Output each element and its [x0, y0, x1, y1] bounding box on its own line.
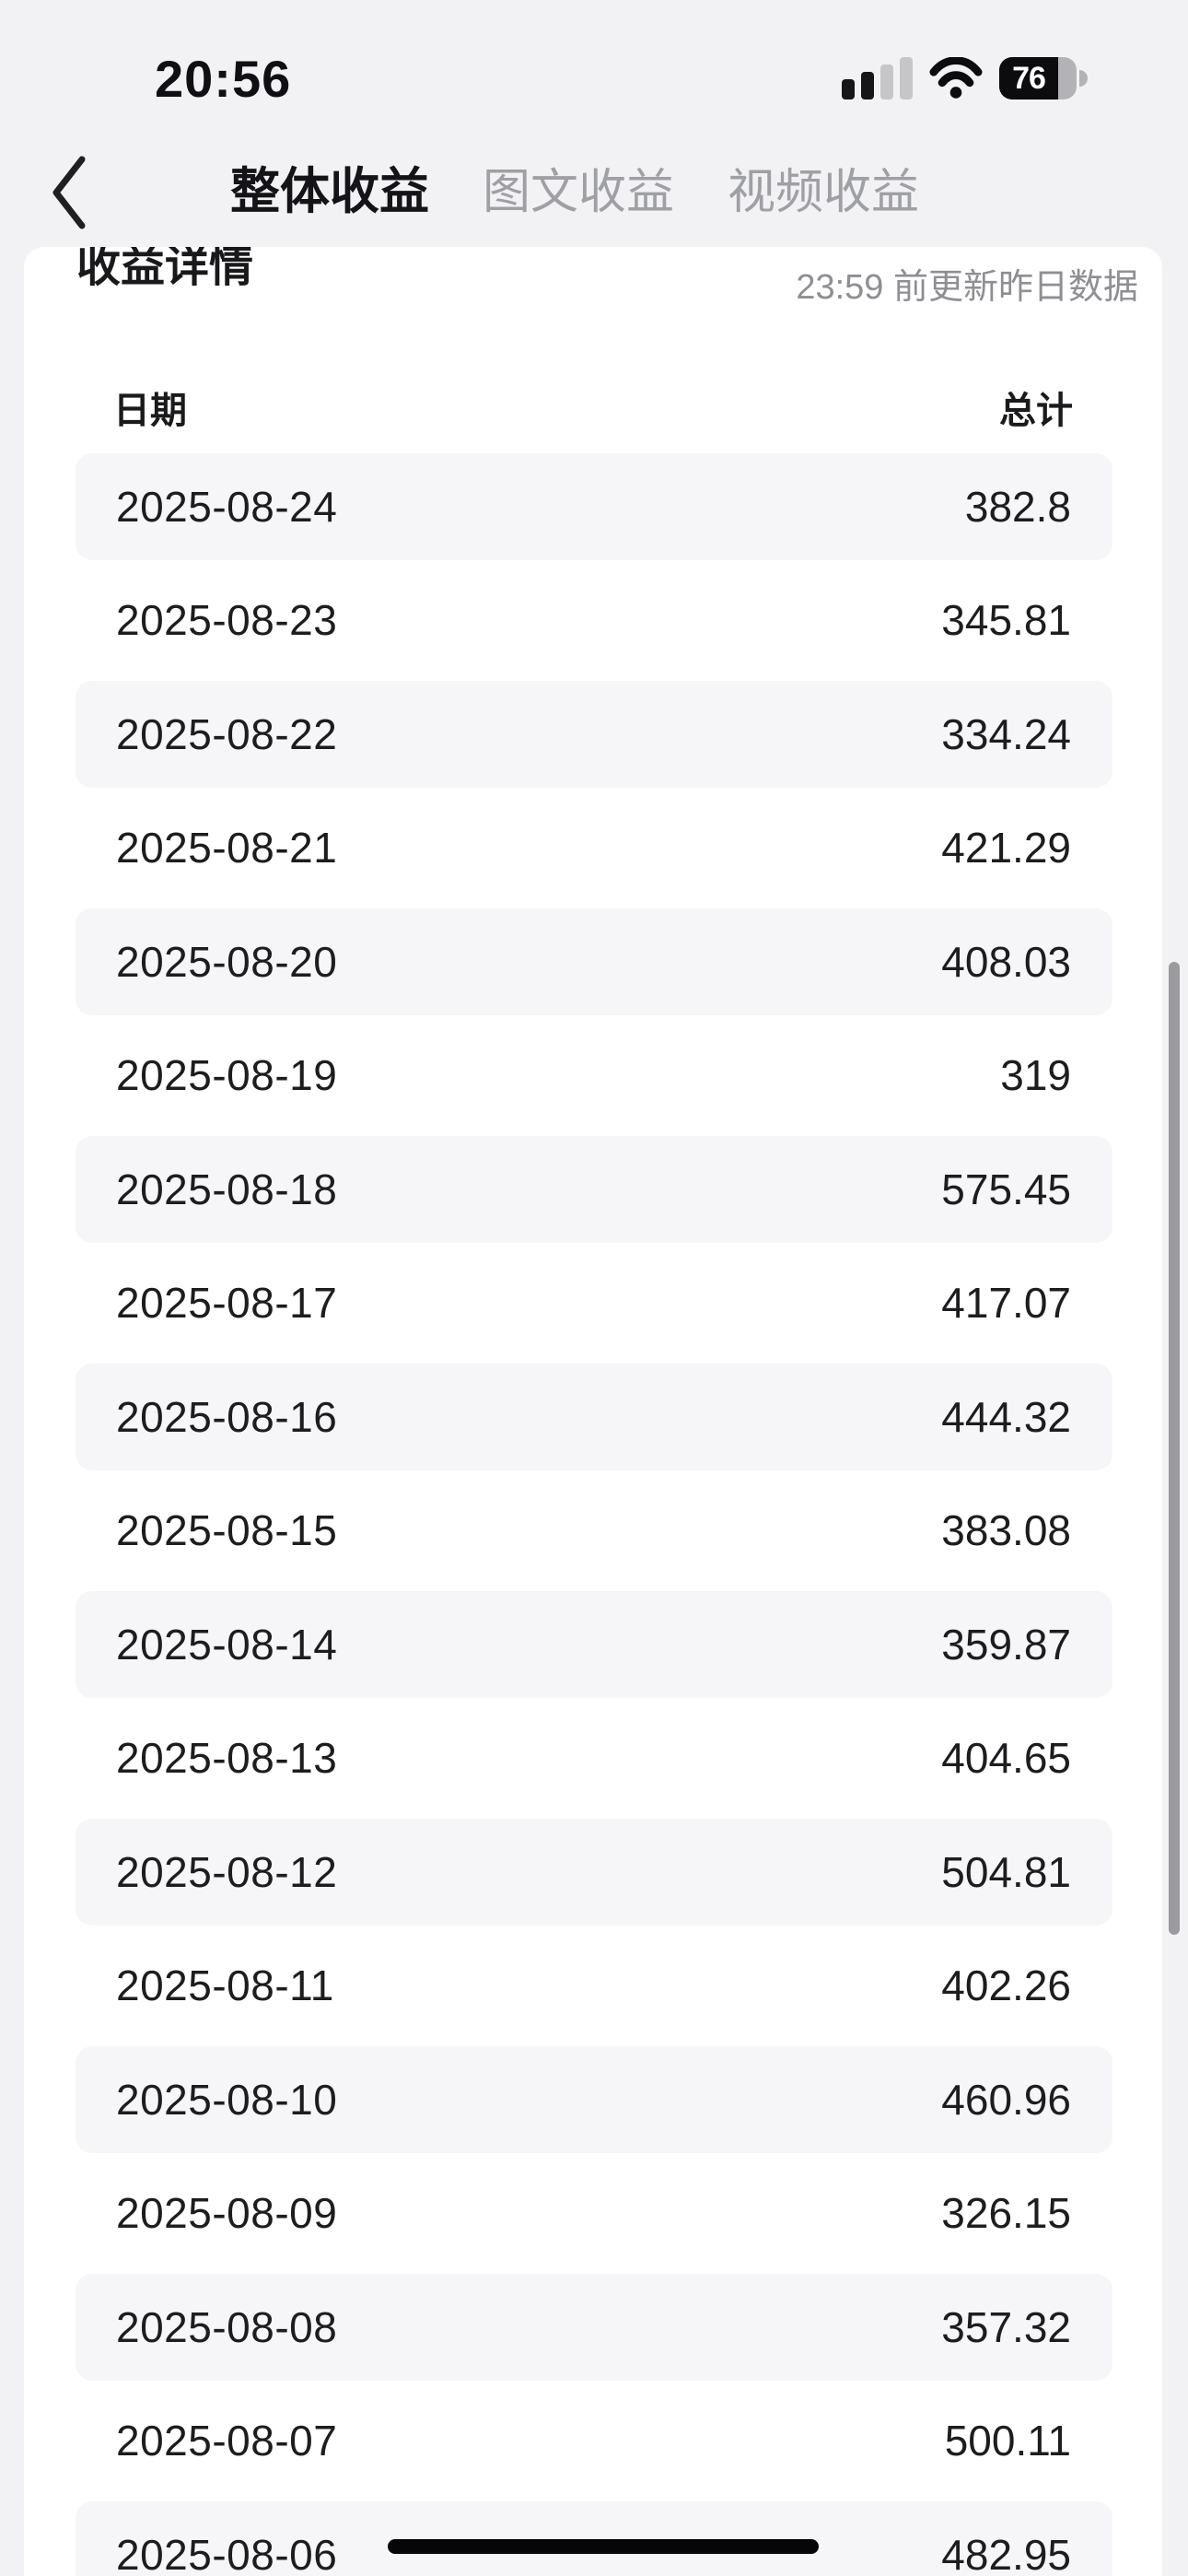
cellular-signal-icon — [842, 57, 913, 100]
row-total: 408.03 — [941, 937, 1071, 986]
row-total: 575.45 — [941, 1165, 1071, 1213]
row-total: 404.65 — [941, 1734, 1071, 1783]
row-date: 2025-08-22 — [116, 709, 338, 758]
table-row: 2025-08-24 382.8 — [24, 450, 1162, 564]
table-row: 2025-08-06 482.95 — [24, 2498, 1162, 2576]
column-header-date: 日期 — [113, 391, 187, 431]
row-total: 319 — [1000, 1051, 1071, 1100]
table-row: 2025-08-16 444.32 — [24, 1360, 1162, 1474]
status-icons: 76 — [842, 57, 1089, 100]
table-row: 2025-08-22 334.24 — [24, 677, 1162, 791]
earnings-table: 2025-08-24 382.8 2025-08-23 345.81 2025-… — [24, 450, 1162, 2576]
update-note: 23:59 前更新昨日数据 — [796, 268, 1138, 307]
table-row: 2025-08-11 402.26 — [24, 1929, 1162, 2043]
battery-body: 76 — [999, 57, 1077, 100]
table-row: 2025-08-17 417.07 — [24, 1247, 1162, 1361]
row-date: 2025-08-23 — [116, 596, 338, 645]
battery-fill: 76 — [999, 57, 1058, 100]
battery-icon: 76 — [999, 57, 1089, 100]
table-row: 2025-08-19 319 — [24, 1019, 1162, 1133]
tab-overall-earnings[interactable]: 整体收益 — [230, 164, 429, 219]
row-total: 421.29 — [941, 824, 1071, 872]
row-total: 444.32 — [941, 1392, 1071, 1441]
tab-bar: 整体收益 图文收益 视频收益 — [230, 157, 919, 228]
back-button[interactable] — [51, 155, 87, 230]
row-total: 402.26 — [941, 1961, 1071, 2010]
table-row: 2025-08-21 421.29 — [24, 791, 1162, 906]
battery-percentage: 76 — [1012, 60, 1046, 96]
tab-image-text-earnings[interactable]: 图文收益 — [483, 166, 675, 219]
chevron-left-icon — [52, 156, 86, 229]
signal-bar — [842, 79, 855, 100]
row-date: 2025-08-15 — [116, 1506, 338, 1555]
wifi-icon — [929, 57, 983, 99]
row-total: 460.96 — [941, 2075, 1071, 2124]
row-total: 500.11 — [944, 2417, 1071, 2465]
row-date: 2025-08-08 — [116, 2302, 338, 2351]
table-row: 2025-08-14 359.87 — [24, 1587, 1162, 1702]
home-indicator[interactable] — [388, 2539, 819, 2554]
row-date: 2025-08-09 — [116, 2189, 338, 2238]
column-header-total: 总计 — [999, 391, 1073, 431]
row-total: 359.87 — [941, 1620, 1071, 1669]
table-row: 2025-08-12 504.81 — [24, 1815, 1162, 1929]
row-total: 504.81 — [941, 1847, 1071, 1896]
table-row: 2025-08-07 500.11 — [24, 2384, 1162, 2499]
scrollbar[interactable] — [1169, 962, 1180, 1935]
table-row: 2025-08-09 326.15 — [24, 2157, 1162, 2271]
row-total: 334.24 — [941, 709, 1071, 758]
row-date: 2025-08-24 — [116, 482, 338, 531]
signal-bar — [861, 72, 874, 100]
table-row: 2025-08-23 345.81 — [24, 564, 1162, 678]
battery-cap — [1079, 70, 1088, 87]
row-date: 2025-08-10 — [116, 2075, 338, 2124]
table-header: 日期 总计 — [113, 381, 1073, 434]
row-date: 2025-08-13 — [116, 1734, 338, 1783]
row-date: 2025-08-19 — [116, 1051, 338, 1100]
row-total: 345.81 — [941, 596, 1071, 645]
row-date: 2025-08-21 — [116, 824, 338, 872]
table-row: 2025-08-10 460.96 — [24, 2043, 1162, 2157]
signal-bar — [900, 57, 913, 100]
row-total: 357.32 — [941, 2302, 1071, 2351]
row-date: 2025-08-14 — [116, 1620, 338, 1669]
row-total: 482.95 — [941, 2530, 1071, 2576]
row-date: 2025-08-20 — [116, 937, 338, 986]
row-total: 383.08 — [941, 1506, 1071, 1555]
signal-bar — [880, 64, 893, 100]
table-row: 2025-08-08 357.32 — [24, 2270, 1162, 2384]
panel-title: 收益详情 — [76, 247, 254, 291]
row-date: 2025-08-18 — [116, 1165, 338, 1213]
row-date: 2025-08-06 — [116, 2530, 338, 2576]
row-date: 2025-08-11 — [116, 1961, 334, 2010]
table-row: 2025-08-15 383.08 — [24, 1474, 1162, 1588]
tab-video-earnings[interactable]: 视频收益 — [728, 166, 920, 219]
row-date: 2025-08-17 — [116, 1279, 338, 1328]
table-row: 2025-08-13 404.65 — [24, 1702, 1162, 1816]
row-date: 2025-08-16 — [116, 1392, 338, 1441]
row-date: 2025-08-07 — [116, 2417, 338, 2465]
table-row: 2025-08-18 575.45 — [24, 1132, 1162, 1247]
row-total: 382.8 — [964, 482, 1071, 531]
earnings-panel: 收益详情 23:59 前更新昨日数据 日期 总计 2025-08-24 382.… — [24, 247, 1162, 2576]
status-time: 20:56 — [155, 50, 292, 108]
row-date: 2025-08-12 — [116, 1847, 338, 1896]
row-total: 417.07 — [941, 1279, 1071, 1328]
table-row: 2025-08-20 408.03 — [24, 905, 1162, 1019]
row-total: 326.15 — [941, 2189, 1071, 2238]
